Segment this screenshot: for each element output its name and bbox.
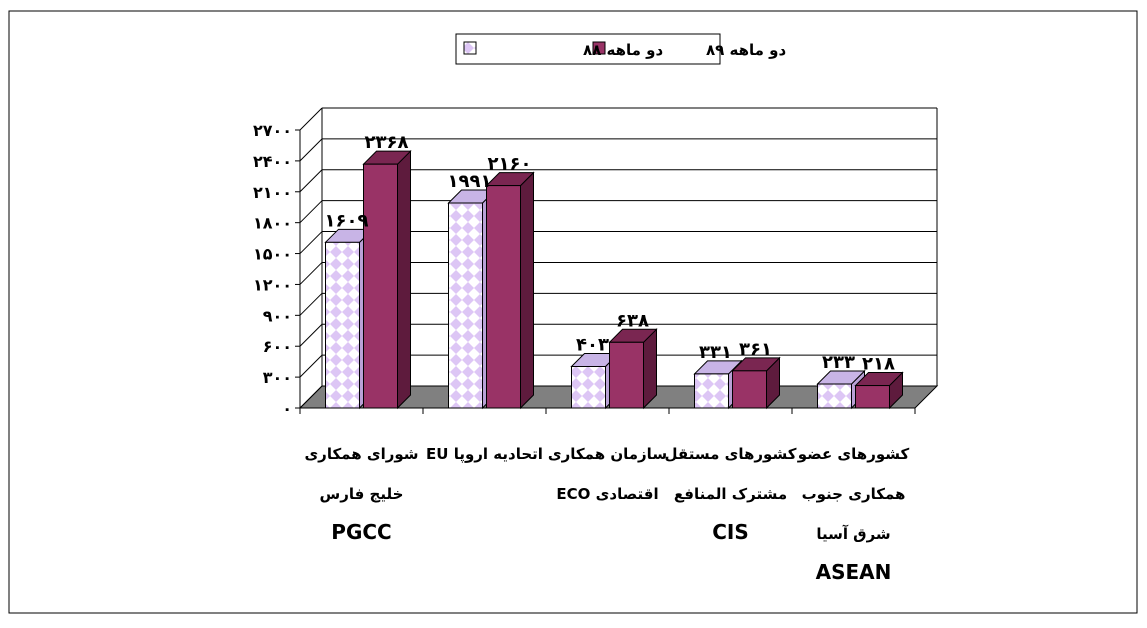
bar-front	[817, 383, 852, 409]
category-label: شورای همکاری	[304, 445, 418, 463]
bar-front	[609, 341, 644, 409]
bar-series-89	[608, 328, 658, 410]
bar-front	[448, 202, 483, 409]
category-label: مشترک المنافع	[674, 485, 787, 503]
data-label-series-88: ۱۹۹۱	[448, 171, 492, 192]
bar-front	[732, 370, 767, 409]
category-label: همکاری جنوب	[802, 485, 906, 503]
bar-series-89	[731, 356, 781, 410]
legend: دو ماهه ۸۹ دو ماهه ۸۸	[455, 33, 786, 65]
side-gridline	[299, 231, 323, 254]
side-gridline	[299, 138, 323, 162]
bar-series-88	[693, 359, 743, 410]
y-tick-label: ۹۰۰	[263, 306, 292, 325]
data-label-series-89: ۲۱۸	[862, 354, 895, 375]
side-gridline	[299, 107, 323, 131]
bar-side	[397, 149, 411, 410]
side-gridline	[299, 262, 323, 285]
x-axis-category-labels: شورای همکاری خلیج فارس PGCC اتحادیه اروپا E…	[304, 445, 909, 584]
y-tick-label: ۳۰۰	[263, 368, 292, 387]
y-tick-label: ۲۱۰۰	[253, 183, 292, 202]
bar-side	[643, 328, 657, 410]
category-label: شرق آسیا	[816, 525, 890, 543]
y-tick-label: ۶۰۰	[263, 337, 292, 356]
bar-series-88	[816, 369, 866, 410]
data-label-series-89: ۲۱۶۰	[488, 154, 532, 175]
side-gridline	[299, 200, 323, 224]
bar-front	[571, 366, 606, 409]
side-gridline	[299, 323, 323, 347]
legend-swatch-series-89	[592, 41, 606, 55]
y-tick-label: ۱۲۰۰	[253, 275, 292, 294]
category-label: سازمان همکاری	[548, 445, 667, 463]
bar-series-89	[854, 371, 904, 410]
category-label: اتحادیه اروپا EU	[426, 445, 543, 464]
data-label-series-88: ۴۰۳	[576, 335, 609, 356]
y-tick-label: ۱۵۰۰	[253, 245, 292, 264]
legend-label-series-88: دو ماهه ۸۸	[583, 41, 663, 59]
bar-front	[363, 163, 398, 409]
category-label: کشورهای مستقل	[665, 445, 797, 463]
bar-front	[486, 185, 521, 409]
bar-series-89	[485, 171, 535, 410]
side-gridline	[299, 354, 323, 378]
data-label-series-89: ۲۳۶۸	[365, 132, 409, 153]
data-label-series-89: ۶۳۸	[616, 310, 649, 331]
category-label: PGCC	[331, 520, 391, 544]
category-label: کشورهای عضو	[797, 445, 910, 463]
y-tick-label: ۰	[282, 399, 292, 418]
y-axis: ۰ ۳۰۰ ۶۰۰ ۹۰۰ ۱۲۰۰ ۱۵۰۰ ۱۸۰۰ ۲۱۰۰ ۲۴۰۰ ۲۷۰۰	[253, 121, 916, 418]
category-label: اقتصادی ECO	[556, 485, 658, 503]
category-label: CIS	[712, 520, 749, 544]
side-gridline	[299, 169, 323, 193]
legend-swatch-series-88	[463, 41, 477, 55]
chart-frame	[8, 10, 1138, 614]
side-gridline	[299, 385, 323, 409]
data-label-series-88: ۱۶۰۹	[325, 210, 369, 231]
category-label: ASEAN	[816, 560, 892, 584]
data-label-series-89: ۳۶۱	[739, 339, 772, 360]
bar-front	[855, 385, 890, 409]
bar-series-89	[362, 149, 412, 410]
data-label-series-88: ۳۳۱	[699, 342, 732, 363]
bars	[324, 149, 904, 410]
legend-label-series-89: دو ماهه ۸۹	[706, 41, 786, 59]
bar-side	[520, 171, 534, 410]
y-tick-label: ۲۴۰۰	[253, 152, 292, 171]
y-tick-label: ۱۸۰۰	[253, 214, 292, 233]
bar-front	[325, 241, 360, 409]
y-tick-label: ۲۷۰۰	[253, 121, 292, 140]
category-label: خلیج فارس	[320, 485, 404, 503]
data-label-series-88: ۲۳۳	[822, 352, 855, 373]
legend-box	[455, 33, 721, 65]
side-gridline	[299, 292, 323, 316]
bar-front	[694, 373, 729, 409]
